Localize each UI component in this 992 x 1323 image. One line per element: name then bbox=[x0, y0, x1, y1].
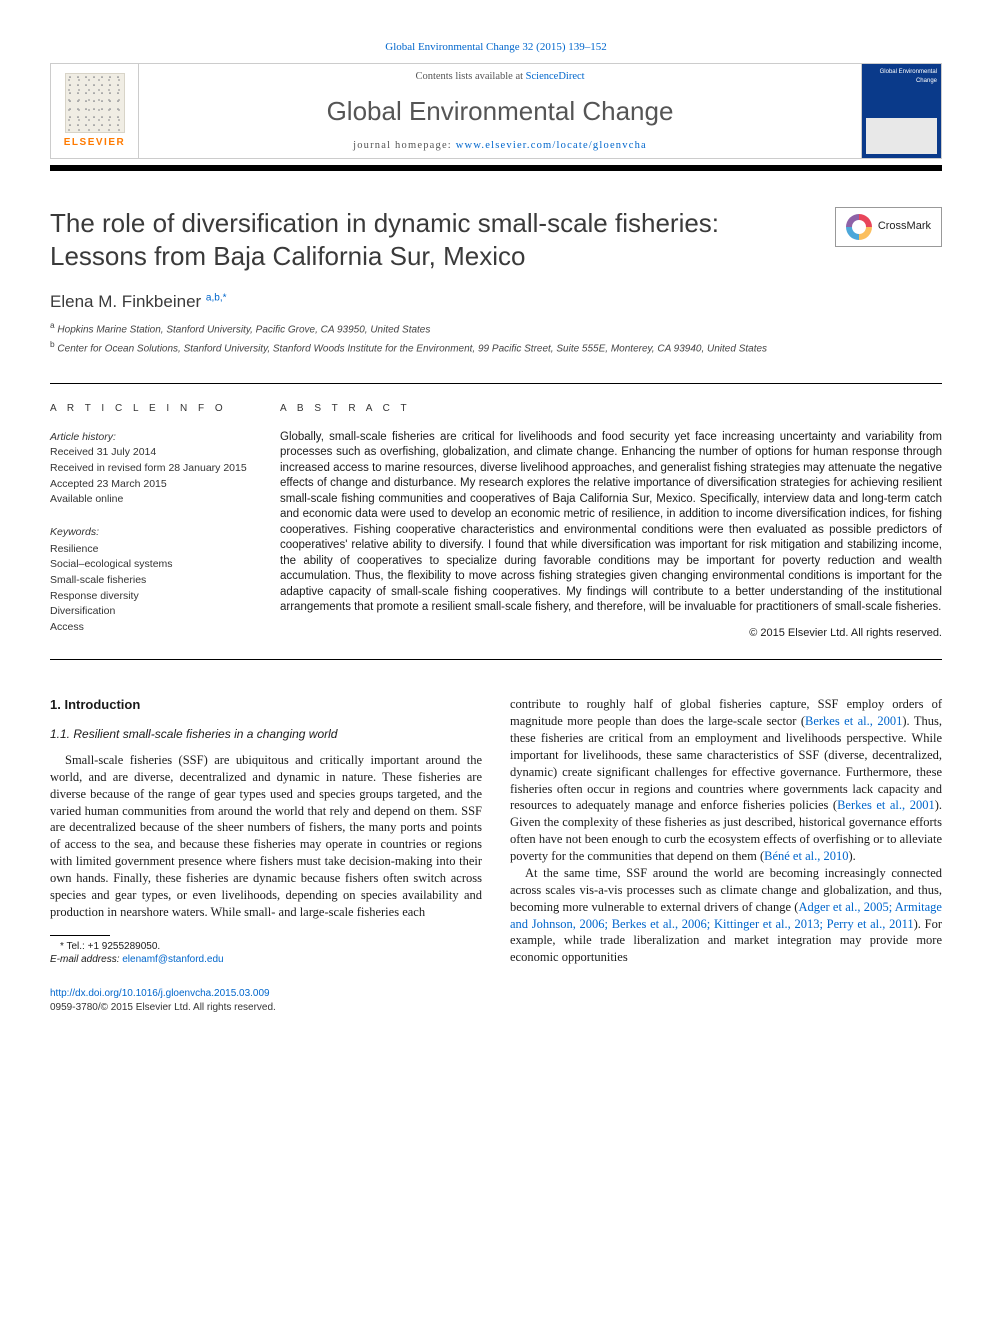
contents-line: Contents lists available at ScienceDirec… bbox=[149, 70, 851, 85]
corr-tel: * Tel.: +1 9255289050. bbox=[60, 941, 160, 952]
publisher-logo: ELSEVIER bbox=[51, 64, 139, 158]
keyword: Access bbox=[50, 620, 250, 635]
sciencedirect-link[interactable]: ScienceDirect bbox=[526, 71, 585, 82]
subsection-heading-1-1: 1.1. Resilient small-scale fisheries in … bbox=[50, 726, 482, 742]
history-label: Article history: bbox=[50, 430, 250, 445]
elsevier-tree-icon bbox=[65, 73, 125, 133]
body-columns: 1. Introduction 1.1. Resilient small-sca… bbox=[50, 696, 942, 966]
journal-header-center: Contents lists available at ScienceDirec… bbox=[139, 64, 861, 158]
crossmark-label: CrossMark bbox=[878, 219, 931, 234]
keywords-label: Keywords: bbox=[50, 525, 250, 540]
body-paragraph: Small-scale fisheries (SSF) are ubiquito… bbox=[50, 752, 482, 921]
abstract-heading: A B S T R A C T bbox=[280, 402, 942, 416]
author-email-link[interactable]: elenamf@stanford.edu bbox=[122, 954, 223, 965]
footer-info: http://dx.doi.org/10.1016/j.gloenvcha.20… bbox=[50, 987, 942, 1015]
author-affil-marks[interactable]: a,b,* bbox=[206, 293, 227, 304]
abstract-text: Globally, small-scale fisheries are crit… bbox=[280, 430, 942, 616]
citation-link[interactable]: Berkes et al., 2001 bbox=[805, 714, 902, 728]
keyword: Small-scale fisheries bbox=[50, 573, 250, 588]
keyword: Diversification bbox=[50, 604, 250, 619]
article-info-heading: A R T I C L E I N F O bbox=[50, 402, 250, 416]
history-received: Received 31 July 2014 bbox=[50, 445, 250, 460]
publisher-name: ELSEVIER bbox=[64, 136, 125, 150]
author-name: Elena M. Finkbeiner bbox=[50, 292, 201, 311]
history-available: Available online bbox=[50, 492, 250, 507]
abstract-column: A B S T R A C T Globally, small-scale fi… bbox=[280, 402, 942, 642]
keyword: Social–ecological systems bbox=[50, 557, 250, 572]
citation-link[interactable]: Global Environmental Change 32 (2015) 13… bbox=[385, 41, 607, 53]
body-paragraph: contribute to roughly half of global fis… bbox=[510, 696, 942, 865]
citation-link[interactable]: Berkes et al., 2001 bbox=[837, 798, 935, 812]
article-info-column: A R T I C L E I N F O Article history: R… bbox=[50, 402, 250, 642]
title-row: The role of diversification in dynamic s… bbox=[50, 207, 942, 290]
article-history: Article history: Received 31 July 2014 R… bbox=[50, 430, 250, 507]
header-rule bbox=[50, 165, 942, 171]
keyword: Response diversity bbox=[50, 589, 250, 604]
keywords-block: Keywords: Resilience Social–ecological s… bbox=[50, 525, 250, 635]
homepage-prefix: journal homepage: bbox=[353, 140, 456, 151]
author-line: Elena M. Finkbeiner a,b,* bbox=[50, 290, 942, 314]
crossmark-badge[interactable]: CrossMark bbox=[835, 207, 942, 247]
article-title: The role of diversification in dynamic s… bbox=[50, 207, 815, 272]
journal-title: Global Environmental Change bbox=[149, 93, 851, 129]
contents-prefix: Contents lists available at bbox=[415, 71, 525, 82]
journal-homepage-line: journal homepage: www.elsevier.com/locat… bbox=[149, 139, 851, 154]
body-paragraph: At the same time, SSF around the world a… bbox=[510, 865, 942, 966]
corresponding-footnote: * Tel.: +1 9255289050. E-mail address: e… bbox=[50, 940, 482, 967]
section-heading-1: 1. Introduction bbox=[50, 696, 482, 714]
cover-title: Global Environmental Change bbox=[866, 68, 937, 85]
abstract-copyright: © 2015 Elsevier Ltd. All rights reserved… bbox=[280, 626, 942, 641]
running-header: Global Environmental Change 32 (2015) 13… bbox=[50, 40, 942, 55]
history-revised: Received in revised form 28 January 2015 bbox=[50, 461, 250, 476]
email-label: E-mail address: bbox=[50, 954, 122, 965]
footnote-rule bbox=[50, 935, 110, 936]
crossmark-icon bbox=[846, 214, 872, 240]
journal-cover-thumbnail: Global Environmental Change bbox=[861, 64, 941, 158]
info-abstract-row: A R T I C L E I N F O Article history: R… bbox=[50, 383, 942, 661]
journal-header: ELSEVIER Contents lists available at Sci… bbox=[50, 63, 942, 159]
journal-homepage-link[interactable]: www.elsevier.com/locate/gloenvcha bbox=[456, 140, 647, 151]
history-accepted: Accepted 23 March 2015 bbox=[50, 477, 250, 492]
affiliation-a: a Hopkins Marine Station, Stanford Unive… bbox=[50, 320, 942, 337]
issn-copyright: 0959-3780/© 2015 Elsevier Ltd. All right… bbox=[50, 1002, 276, 1013]
doi-link[interactable]: http://dx.doi.org/10.1016/j.gloenvcha.20… bbox=[50, 988, 270, 999]
citation-link[interactable]: Béné et al., 2010 bbox=[764, 849, 848, 863]
affiliation-b: b Center for Ocean Solutions, Stanford U… bbox=[50, 339, 942, 356]
keyword: Resilience bbox=[50, 542, 250, 557]
